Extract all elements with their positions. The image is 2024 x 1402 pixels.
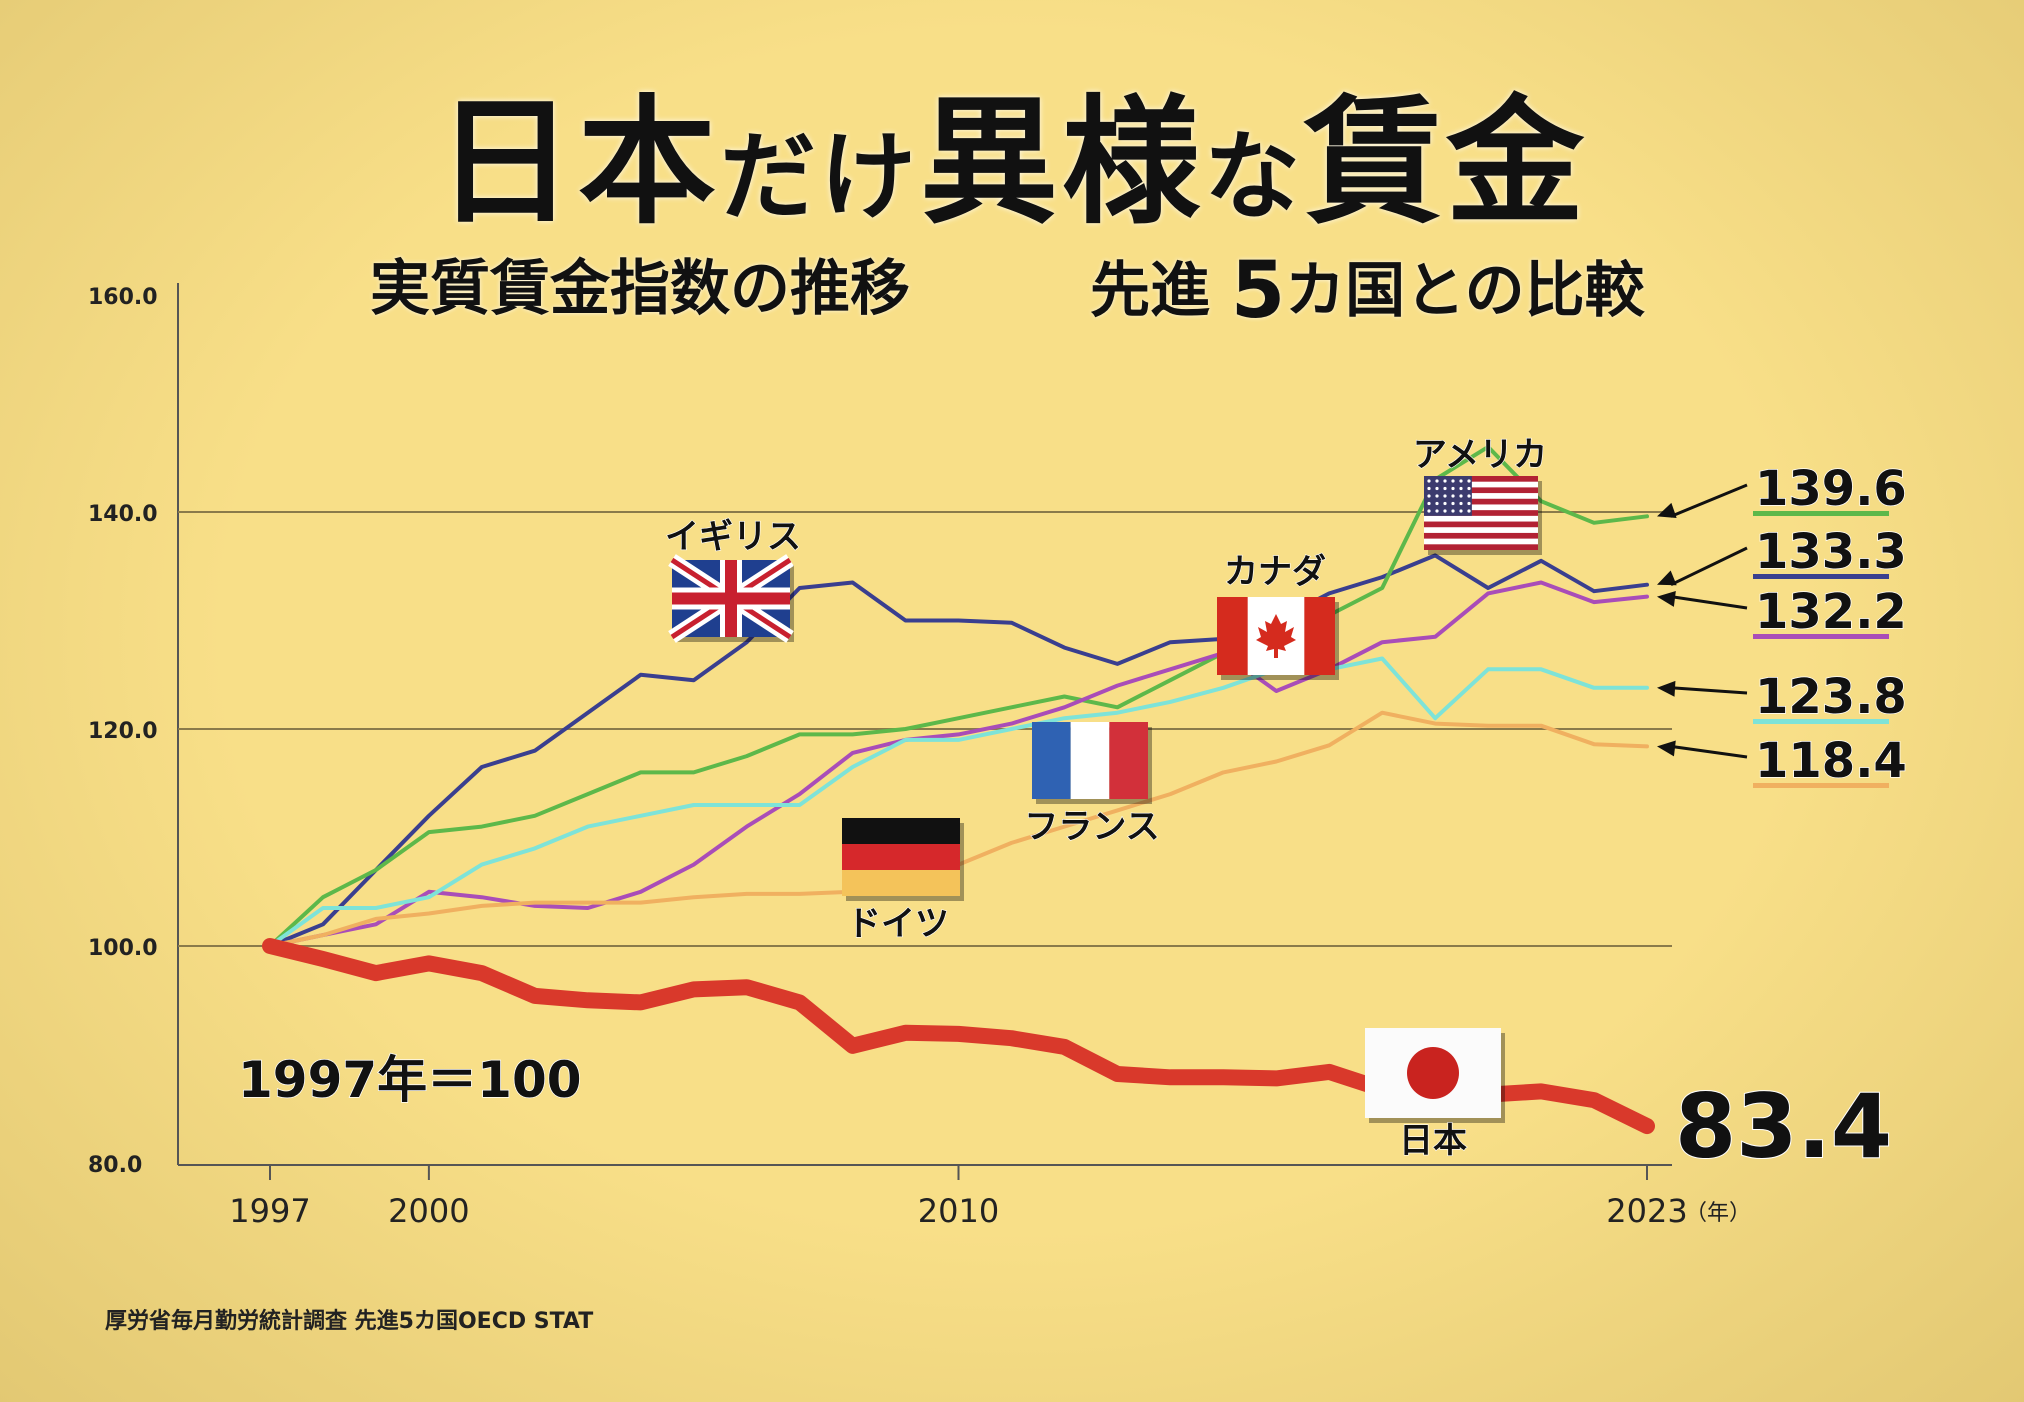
us-flag-star xyxy=(1451,494,1455,498)
us-flag-star xyxy=(1427,501,1431,506)
us-flag-star xyxy=(1427,494,1431,498)
x-tick-label: 2023 xyxy=(1606,1192,1687,1230)
end-arrow-head xyxy=(1657,570,1677,586)
canada-flag-bar xyxy=(1217,597,1248,675)
us-flag-stripe xyxy=(1424,510,1538,516)
us-flag-star xyxy=(1459,501,1463,506)
france-flag-icon xyxy=(1032,722,1071,799)
series-line-アメリカ xyxy=(268,444,1649,948)
us-flag-star xyxy=(1435,486,1439,491)
series-line-フランス xyxy=(268,656,1649,948)
end-arrow-head xyxy=(1657,680,1676,697)
end-value-underline xyxy=(1753,574,1889,579)
us-flag-star xyxy=(1443,479,1447,483)
japan-flag-circle xyxy=(1407,1047,1459,1099)
series-label-日本: 日本 xyxy=(1399,1121,1467,1161)
base-year-note: 1997年＝100 xyxy=(238,1051,582,1109)
x-unit-label: （年） xyxy=(1685,1201,1751,1226)
end-value-underline xyxy=(1753,634,1889,639)
y-tick-label: 120.0 xyxy=(88,719,158,744)
us-flag-star xyxy=(1451,486,1455,491)
us-flag-star xyxy=(1467,501,1471,506)
data-source-note: 厚労省毎月勤労統計調査 先進5カ国OECD STAT xyxy=(105,1309,594,1334)
maple-leaf-icon xyxy=(1256,614,1296,658)
us-flag-star xyxy=(1435,509,1439,513)
us-flag-star xyxy=(1451,479,1455,483)
end-value-underline xyxy=(1753,511,1889,516)
france-flag-red xyxy=(1109,722,1148,799)
end-arrow-line xyxy=(1670,595,1748,610)
us-flag-star xyxy=(1435,479,1439,483)
us-flag-star xyxy=(1459,494,1463,498)
us-flag-canton xyxy=(1424,476,1472,516)
end-value-underline xyxy=(1753,783,1889,788)
us-flag-star xyxy=(1427,486,1431,491)
end-arrow-head xyxy=(1657,740,1676,757)
series-label-イギリス: イギリス xyxy=(665,517,801,557)
series-line-カナダ xyxy=(268,580,1649,948)
germany-flag-icon xyxy=(842,818,960,844)
us-flag-star xyxy=(1443,486,1447,491)
page-title: 日本だけ異様な賃金 xyxy=(435,82,1589,243)
us-flag-star xyxy=(1427,479,1431,483)
end-arrow-line xyxy=(1670,744,1748,759)
y-tick-label: 160.0 xyxy=(88,285,158,310)
us-flag-star xyxy=(1467,494,1471,498)
us-flag-star xyxy=(1467,479,1471,483)
end-value-カナダ: 132.2 xyxy=(1755,584,1907,640)
end-value-フランス: 123.8 xyxy=(1755,669,1907,725)
series-label-ドイツ: ドイツ xyxy=(847,904,949,944)
y-tick-label: 80.0 xyxy=(88,1153,142,1178)
series-line-イギリス xyxy=(268,553,1649,948)
germany-flag-gold xyxy=(842,870,960,896)
us-flag-star xyxy=(1451,501,1455,506)
us-flag-star xyxy=(1443,509,1447,513)
us-flag-star xyxy=(1459,509,1463,513)
germany-flag-red xyxy=(842,844,960,870)
us-flag-stripe xyxy=(1424,544,1538,550)
end-value-underline xyxy=(1753,719,1889,724)
us-flag-star xyxy=(1459,479,1463,483)
us-flag-star xyxy=(1435,501,1439,506)
x-tick-label: 2010 xyxy=(918,1192,999,1230)
end-arrow-head xyxy=(1657,590,1676,607)
us-flag-star xyxy=(1459,486,1463,491)
chart-subtitle-left: 実質賃金指数の推移 xyxy=(370,254,910,324)
us-flag-star xyxy=(1443,501,1447,506)
series-label-カナダ: カナダ xyxy=(1224,552,1326,592)
us-flag-stripe xyxy=(1424,476,1538,482)
end-arrow-head xyxy=(1657,502,1677,518)
end-arrow-line xyxy=(1670,483,1748,518)
us-flag-star xyxy=(1435,494,1439,498)
y-tick-label: 140.0 xyxy=(88,502,158,527)
us-flag-stripe xyxy=(1424,498,1538,505)
end-arrow-line xyxy=(1670,686,1748,695)
end-arrow-line xyxy=(1670,546,1748,587)
x-tick-label: 2000 xyxy=(388,1192,469,1230)
series-label-アメリカ: アメリカ xyxy=(1413,435,1547,475)
us-flag-star xyxy=(1467,509,1471,513)
y-tick-label: 100.0 xyxy=(88,936,158,961)
us-flag-stripe xyxy=(1424,532,1538,539)
us-flag-stripe xyxy=(1424,521,1538,528)
us-flag-stripe xyxy=(1424,487,1538,494)
end-value-アメリカ: 139.6 xyxy=(1755,461,1907,517)
x-tick-label: 1997 xyxy=(229,1192,310,1230)
france-flag-white xyxy=(1070,722,1110,799)
end-value-イギリス: 133.3 xyxy=(1755,524,1907,580)
end-value-ドイツ: 118.4 xyxy=(1755,733,1907,789)
series-label-フランス: フランス xyxy=(1024,807,1159,847)
us-flag-star xyxy=(1427,509,1431,513)
canada-flag-bar xyxy=(1304,597,1335,675)
chart-subtitle-right: 先進 5カ国との比較 xyxy=(1090,246,1645,336)
uk-flag-cross-red xyxy=(672,592,790,605)
us-flag-star xyxy=(1443,494,1447,498)
end-value-日本: 83.4 xyxy=(1675,1075,1892,1178)
us-flag-star xyxy=(1451,509,1455,513)
us-flag-star xyxy=(1467,486,1471,491)
